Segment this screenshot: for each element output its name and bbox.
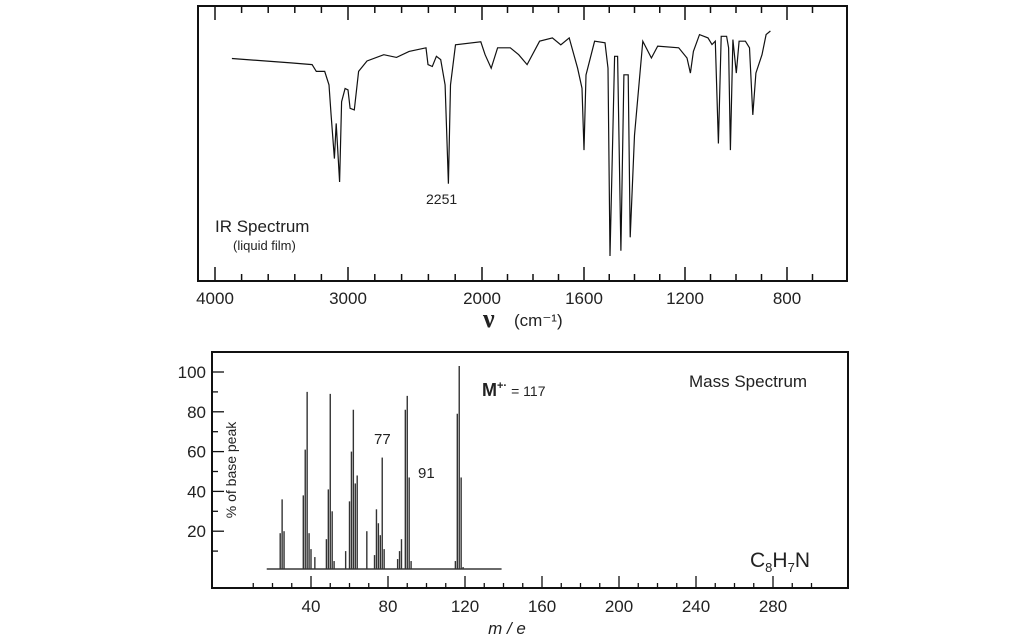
- ms-y-tick-label: 100: [178, 363, 206, 382]
- ms-peaks: [279, 366, 464, 570]
- ms-frame: [211, 351, 849, 589]
- ms-x-tick-label: 200: [605, 597, 633, 616]
- formula-c-subscript: 8: [765, 560, 772, 575]
- formula-n: N: [795, 549, 810, 572]
- formula-h: H: [772, 549, 787, 572]
- molecular-ion-charge: +·: [497, 380, 507, 392]
- ms-x-tick-label: 240: [682, 597, 710, 616]
- ms-annotation-77: 77: [374, 431, 391, 448]
- ir-x-axis: 4000 3000 2000 1600 1200 800: [196, 6, 814, 308]
- ms-panel: 40 80 120 160 200 240 280 20 40 60 80 100 77 91 M+…: [178, 351, 849, 638]
- formula-c: C: [750, 549, 765, 572]
- ir-tick-label: 800: [773, 289, 801, 308]
- molecular-ion-symbol: M: [482, 380, 497, 400]
- ir-spectrum-line: [231, 30, 771, 257]
- ir-xlabel-symbol: ν: [482, 304, 495, 333]
- ms-x-tick-label: 280: [759, 597, 787, 616]
- ir-frame: [197, 5, 848, 282]
- ms-x-tick-label: 80: [379, 597, 398, 616]
- ms-y-tick-label: 80: [187, 403, 206, 422]
- ms-y-tick-label: 40: [187, 482, 206, 501]
- ir-tick-label: 1600: [565, 289, 603, 308]
- ir-xlabel-unit: (cm⁻¹): [514, 311, 563, 330]
- ir-tick-label: 3000: [329, 289, 367, 308]
- molecular-ion-mass: = 117: [511, 383, 546, 399]
- ir-tick-label: 4000: [196, 289, 234, 308]
- ms-y-axis: 20 40 60 80 100: [178, 363, 224, 552]
- ms-annotation-91: 91: [418, 465, 435, 482]
- formula-h-subscript: 7: [788, 560, 795, 575]
- ir-tick-label: 1200: [666, 289, 704, 308]
- ir-subtitle: (liquid film): [233, 238, 296, 253]
- ir-annotation-2251: 2251: [426, 191, 457, 207]
- ms-y-tick-label: 60: [187, 443, 206, 462]
- ir-title: IR Spectrum: [215, 217, 309, 236]
- ir-panel: 4000 3000 2000 1600 1200 800 2251 IR Spectrum…: [196, 5, 848, 333]
- ms-xlabel: m / e: [488, 619, 526, 638]
- ms-y-tick-label: 20: [187, 522, 206, 541]
- ms-x-axis: 40 80 120 160 200 240 280: [252, 576, 813, 616]
- molecular-ion-label: M+· = 117: [482, 380, 546, 400]
- ir-tick-label: 2000: [463, 289, 501, 308]
- ms-x-tick-label: 40: [302, 597, 321, 616]
- ms-x-tick-label: 160: [528, 597, 556, 616]
- ms-x-tick-label: 120: [451, 597, 479, 616]
- ms-title: Mass Spectrum: [689, 372, 807, 391]
- molecular-formula: C8H7N: [750, 549, 810, 575]
- ms-ylabel: % of base peak: [223, 421, 239, 519]
